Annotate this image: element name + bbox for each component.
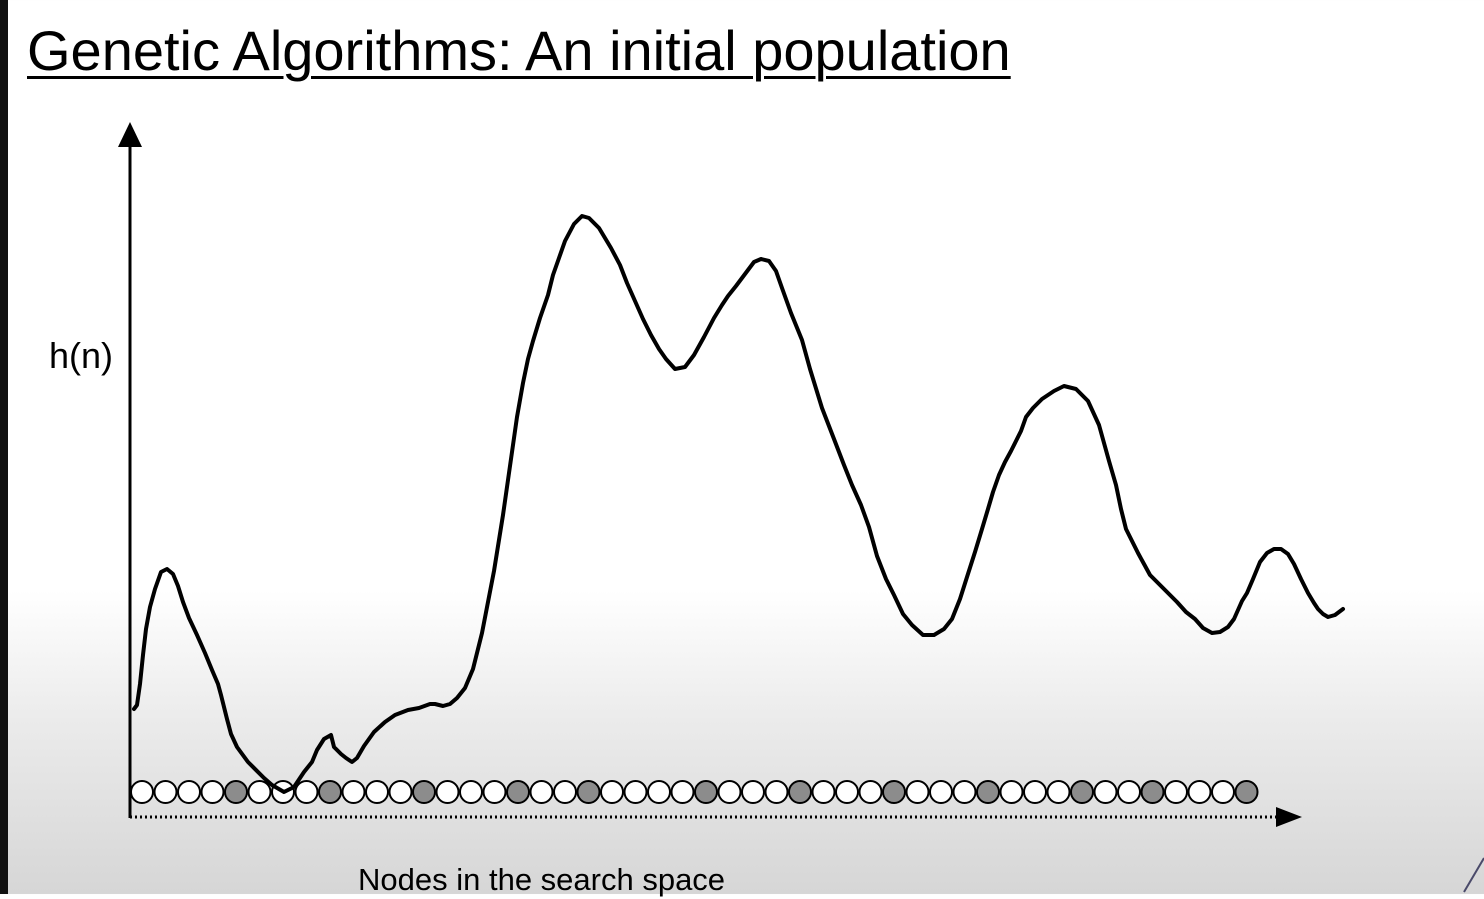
slide-title: Genetic Algorithms: An initial populatio… [27,19,1011,82]
population-node [153,780,178,804]
fitness-curve [132,214,1345,794]
population-node [482,780,507,804]
population-node [177,780,201,804]
population-node [341,780,366,804]
population-node-selected [694,780,718,804]
population-node [999,780,1024,804]
population-node [905,780,930,804]
population-node [130,780,154,804]
population-node-selected [1070,780,1094,804]
population-node-selected [576,780,601,804]
population-node [811,780,836,804]
population-node [388,780,413,804]
population-node [1117,780,1141,804]
population-node [858,780,883,804]
population-node [247,780,272,804]
corner-decoration [1463,857,1484,893]
population-node [670,780,695,804]
population-nodes [130,780,1259,804]
population-node-selected [882,780,906,804]
population-node [717,780,742,804]
population-node [764,780,789,804]
population-node [929,780,953,804]
population-node [435,780,460,804]
population-node [1211,780,1235,804]
population-node-selected [788,780,812,804]
population-node [835,780,859,804]
population-node [529,780,554,804]
y-axis-arrow-icon [118,122,142,147]
population-node [294,780,319,804]
population-node [741,780,765,804]
population-node [600,780,624,804]
population-node [1164,780,1188,804]
population-node-selected [1140,780,1165,804]
y-axis-label: h(n) [49,335,114,376]
left-edge-bar [0,0,8,894]
x-axis-label: Nodes in the search space [358,862,726,897]
population-node [200,780,225,804]
population-node [647,780,671,804]
population-node [1046,780,1071,804]
y-axis [118,122,142,818]
population-node-selected [412,780,436,804]
population-node-selected [1234,780,1259,804]
population-node-selected [976,780,1000,804]
population-node [1187,780,1212,804]
population-node [1023,780,1047,804]
population-node [365,780,389,804]
population-node [623,780,648,804]
population-node-selected [318,780,342,804]
population-node-selected [506,780,530,804]
population-node [1093,780,1118,804]
population-node [553,780,577,804]
population-node-selected [224,780,248,804]
population-node [952,780,977,804]
population-node [459,780,483,804]
